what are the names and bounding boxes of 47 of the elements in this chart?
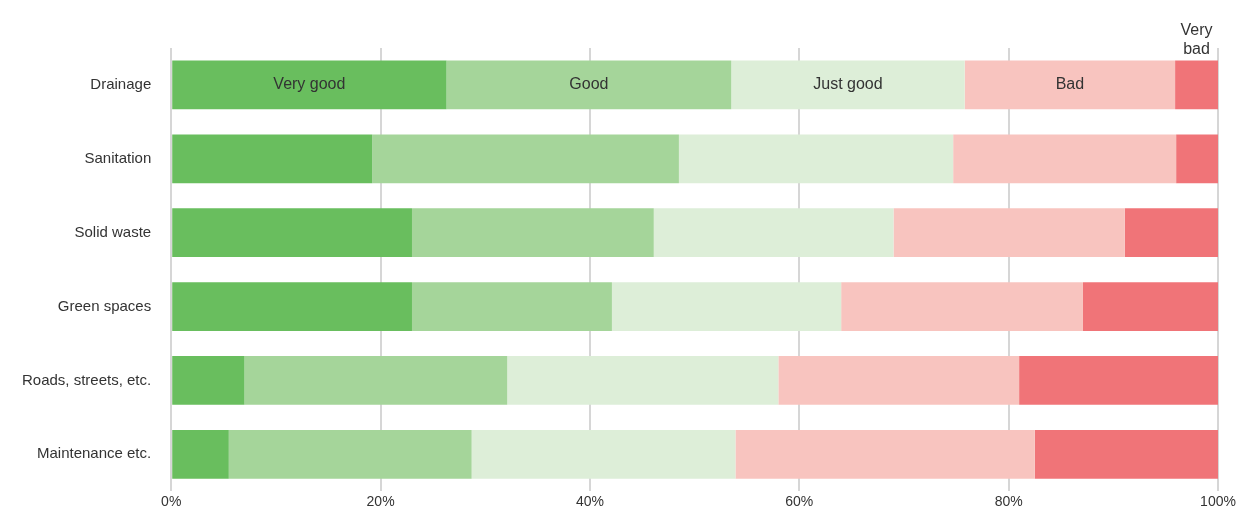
bar — [507, 356, 779, 405]
bar — [1175, 60, 1218, 110]
x-tick-label: 0% — [161, 493, 182, 510]
bar — [778, 356, 1020, 405]
x-tick-label: 20% — [366, 493, 395, 510]
bar — [244, 356, 508, 405]
series-label: Good — [569, 75, 609, 93]
bar — [172, 282, 412, 331]
series-label: Bad — [1055, 75, 1085, 93]
bar — [172, 429, 229, 479]
bar — [1034, 429, 1218, 479]
series-label: Very bad — [1180, 20, 1213, 57]
bar — [893, 208, 1125, 258]
bar — [953, 134, 1177, 184]
bar — [1176, 134, 1218, 184]
bar — [411, 282, 612, 331]
y-tick-label: Maintenance etc. — [36, 444, 152, 462]
bar — [1124, 208, 1218, 258]
bar — [653, 208, 894, 258]
x-tick-label: 40% — [575, 493, 604, 510]
bar — [1082, 282, 1218, 331]
x-tick-label: 80% — [994, 493, 1023, 510]
y-tick-label: Roads, streets, etc. — [21, 370, 152, 388]
bar — [471, 429, 736, 479]
bar — [678, 134, 954, 184]
bar — [172, 134, 373, 184]
bar — [411, 208, 654, 258]
bar — [964, 60, 1176, 110]
y-tick-label: Sanitation — [84, 148, 152, 166]
bar — [611, 282, 842, 331]
bar — [228, 429, 472, 479]
y-tick-label: Solid waste — [74, 222, 152, 240]
series-label: Very good — [273, 75, 346, 93]
bar — [731, 60, 965, 110]
bar — [841, 282, 1083, 331]
y-tick-label: Drainage — [90, 75, 152, 93]
bar — [1019, 356, 1218, 405]
bar — [735, 429, 1035, 479]
bar — [172, 356, 245, 405]
bar — [372, 134, 679, 184]
x-tick-label: 100% — [1200, 493, 1236, 510]
series-label: Just good — [813, 75, 883, 93]
bar — [446, 60, 732, 110]
bar — [172, 60, 447, 110]
y-tick-label: Green spaces — [57, 296, 152, 314]
x-tick-label: 60% — [785, 493, 814, 510]
bar — [172, 208, 412, 258]
